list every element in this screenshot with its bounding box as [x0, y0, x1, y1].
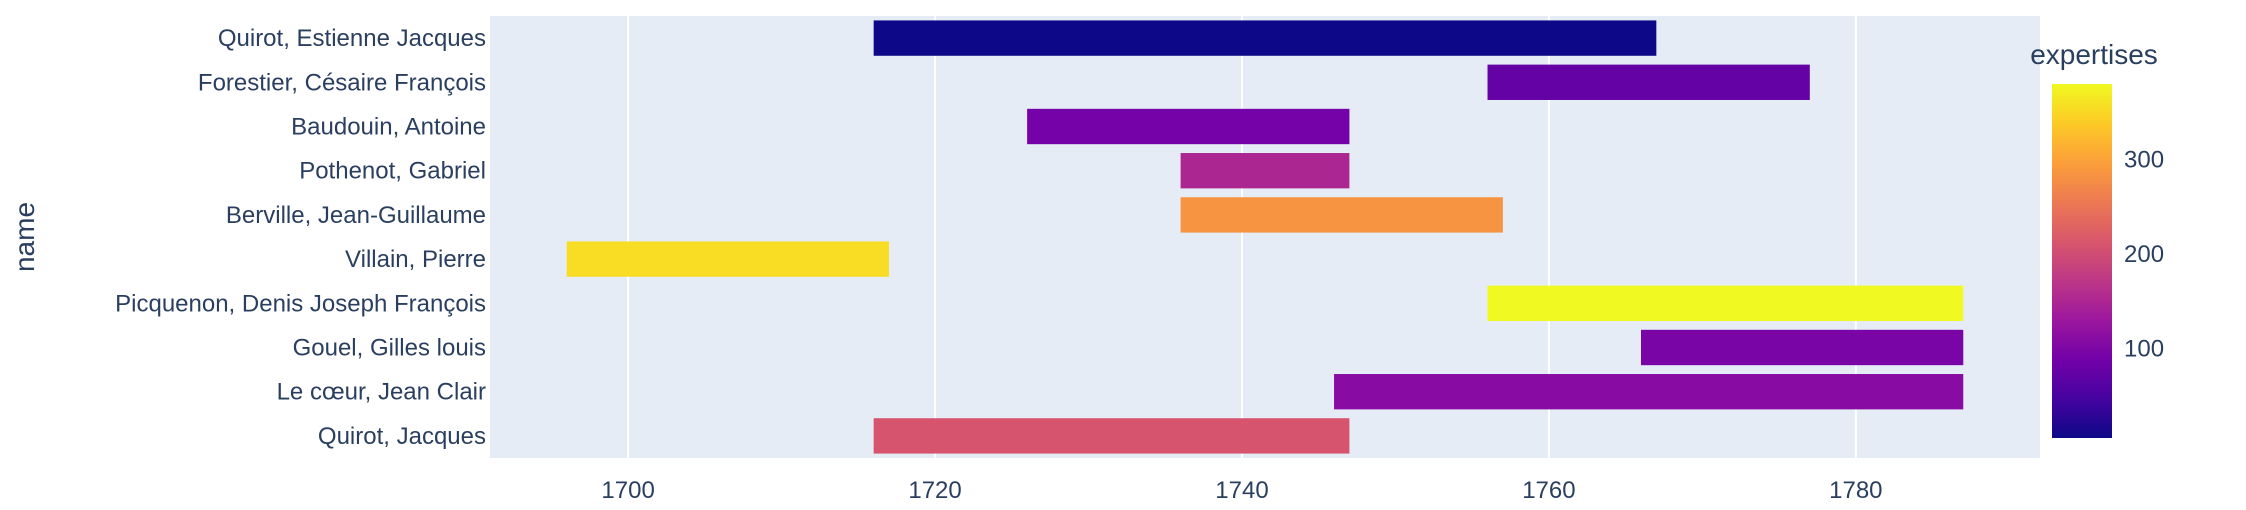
y-category-label: Le cœur, Jean Clair	[277, 379, 486, 406]
y-category-label: Picquenon, Denis Joseph François	[115, 290, 486, 317]
y-category-label: Berville, Jean-Guillaume	[226, 202, 486, 229]
timeline-bar[interactable]	[1487, 285, 1964, 321]
colorbar-tick-label: 300	[2124, 147, 2164, 174]
colorbar-tick-label: 200	[2124, 241, 2164, 268]
x-tick-label: 1740	[1215, 477, 1268, 504]
colorbar-tick-label: 100	[2124, 335, 2164, 362]
x-tick-label: 1760	[1522, 477, 1575, 504]
timeline-bar[interactable]	[566, 241, 890, 277]
y-category-label: Quirot, Estienne Jacques	[218, 25, 486, 52]
x-tick-label: 1700	[601, 477, 654, 504]
timeline-bar[interactable]	[1027, 108, 1350, 145]
x-tick-label: 1780	[1829, 477, 1882, 504]
timeline-bar[interactable]	[1640, 329, 1964, 366]
x-tick-label: 1720	[908, 477, 961, 504]
timeline-bar[interactable]	[1487, 64, 1810, 100]
timeline-bar[interactable]	[873, 20, 1657, 56]
y-category-label: Quirot, Jacques	[318, 423, 486, 450]
timeline-bar[interactable]	[1180, 153, 1350, 189]
colorbar-title: expertises	[2030, 39, 2158, 70]
colorbar	[2052, 84, 2112, 438]
timeline-bar[interactable]	[1180, 197, 1503, 233]
y-category-label: Villain, Pierre	[345, 246, 486, 273]
timeline-bar[interactable]	[1334, 374, 1964, 410]
y-category-label: Pothenot, Gabriel	[299, 158, 486, 185]
timeline-bar[interactable]	[873, 418, 1350, 454]
y-category-label: Forestier, Césaire François	[198, 69, 486, 96]
y-axis-title: name	[9, 202, 40, 272]
y-category-label: Baudouin, Antoine	[291, 114, 486, 141]
y-category-label: Gouel, Gilles louis	[293, 335, 486, 362]
